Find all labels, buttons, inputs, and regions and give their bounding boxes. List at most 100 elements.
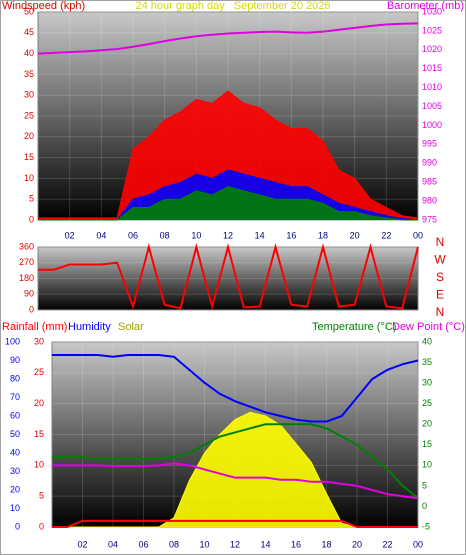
series-line — [38, 243, 419, 311]
y-tick-label: 1015 — [422, 63, 442, 73]
area-fill — [52, 412, 418, 527]
chart-title: 24 hour graph day September 20 2026 — [135, 0, 330, 12]
x-tick-label: 02 — [65, 230, 75, 240]
y-tick-label: 20 — [24, 131, 34, 141]
y-tick-label: 995 — [422, 139, 437, 149]
y-tick-label: 270 — [19, 257, 34, 267]
x-tick-label: 08 — [160, 230, 170, 240]
x-tick-label: 18 — [321, 539, 331, 549]
y-tick-label: 35 — [422, 357, 432, 367]
y-tick-label: 1020 — [422, 44, 442, 54]
y-tick-label: 15 — [422, 439, 432, 449]
x-tick-label: 10 — [191, 230, 201, 240]
y-tick-label: 25 — [422, 398, 432, 408]
x-tick-label: 22 — [381, 230, 391, 240]
y-tick-label: 5 — [422, 480, 427, 490]
plot-background — [37, 246, 419, 311]
y-tick-label: 25 — [34, 367, 44, 377]
axis-title: Windspeed (kph) — [2, 0, 85, 12]
series-line — [52, 353, 419, 423]
y-tick-label: 30 — [34, 336, 44, 346]
y-tick-label: 20 — [10, 484, 20, 494]
y-tick-label: 40 — [10, 447, 20, 457]
y-tick-label: 985 — [422, 177, 437, 187]
series-line — [38, 186, 418, 221]
legend-entry: Humidity — [68, 321, 111, 333]
x-tick-label: 04 — [108, 539, 118, 549]
y-tick-label: 50 — [24, 6, 34, 16]
y-tick-label: 35 — [24, 69, 34, 79]
x-tick-label: 18 — [318, 230, 328, 240]
y-tick-label: 5 — [29, 194, 34, 204]
y-tick-label: 980 — [422, 195, 437, 205]
y-tick-label: 80 — [10, 373, 20, 383]
y-tick-label: 990 — [422, 158, 437, 168]
x-tick-label: 22 — [382, 539, 392, 549]
y-tick-label: 1000 — [422, 120, 442, 130]
x-tick-label: 14 — [255, 230, 265, 240]
y-tick-label: 100 — [5, 336, 20, 346]
x-tick-label: 02 — [77, 539, 87, 549]
y-tick-label: 40 — [24, 48, 34, 58]
x-tick-label: 06 — [138, 539, 148, 549]
y-tick-label: 45 — [24, 27, 34, 37]
series-line — [52, 519, 418, 528]
y-tick-label: 40 — [422, 336, 432, 346]
y-tick-label: 90 — [10, 355, 20, 365]
x-tick-label: 16 — [291, 539, 301, 549]
y-tick-label: 0 — [422, 501, 427, 511]
legend-entry: Temperature (°C) — [312, 321, 396, 333]
x-tick-label: 20 — [350, 230, 360, 240]
y-tick-label: 60 — [10, 410, 20, 420]
y-tick-label: 10 — [10, 503, 20, 513]
x-tick-label: 00 — [413, 230, 423, 240]
y-tick-label: -5 — [422, 521, 430, 531]
x-tick-label: 08 — [169, 539, 179, 549]
y-tick-label: 0 — [29, 214, 34, 224]
y-tick-label: 1030 — [422, 6, 442, 16]
y-tick-label: 975 — [422, 214, 437, 224]
area-fill — [38, 186, 418, 220]
x-tick-label: 14 — [260, 539, 270, 549]
y-tick-label: 0 — [29, 304, 34, 314]
y-tick-label: 1005 — [422, 101, 442, 111]
legend-entry: Dew Point (°C) — [392, 321, 465, 333]
y-tick-label: 0 — [39, 521, 44, 531]
y-tick-label: W — [434, 253, 446, 267]
y-tick-label: 1025 — [422, 25, 442, 35]
legend-entry: Rainfall (mm) — [2, 321, 67, 333]
y-tick-label: 360 — [19, 241, 34, 251]
y-tick-label: 90 — [24, 289, 34, 299]
y-tick-label: 15 — [34, 429, 44, 439]
y-tick-label: 70 — [10, 392, 20, 402]
y-tick-label: 5 — [39, 491, 44, 501]
series-line — [52, 423, 419, 499]
area-fill — [38, 91, 418, 220]
y-tick-label: 20 — [422, 419, 432, 429]
y-tick-label: 0 — [15, 521, 20, 531]
x-tick-label: 12 — [230, 539, 240, 549]
y-tick-label: 10 — [422, 460, 432, 470]
y-tick-label: 10 — [34, 460, 44, 470]
y-tick-label: 50 — [10, 429, 20, 439]
legend-entry: Solar — [118, 321, 144, 333]
y-tick-label: 30 — [24, 90, 34, 100]
x-tick-label: 04 — [96, 230, 106, 240]
y-tick-label: 1010 — [422, 82, 442, 92]
y-tick-label: 25 — [24, 110, 34, 120]
y-tick-label: 10 — [24, 173, 34, 183]
y-tick-label: 15 — [24, 152, 34, 162]
y-tick-label: N — [436, 235, 445, 249]
y-tick-label: N — [436, 305, 445, 319]
series-line — [38, 90, 419, 219]
x-tick-label: 10 — [199, 539, 209, 549]
series-line — [52, 462, 419, 500]
axis-title: Barometer (mb) — [387, 0, 464, 12]
x-tick-label: 20 — [352, 539, 362, 549]
x-tick-label: 12 — [223, 230, 233, 240]
y-tick-label: 30 — [422, 377, 432, 387]
x-tick-label: 06 — [128, 230, 138, 240]
x-tick-label: 00 — [413, 539, 423, 549]
